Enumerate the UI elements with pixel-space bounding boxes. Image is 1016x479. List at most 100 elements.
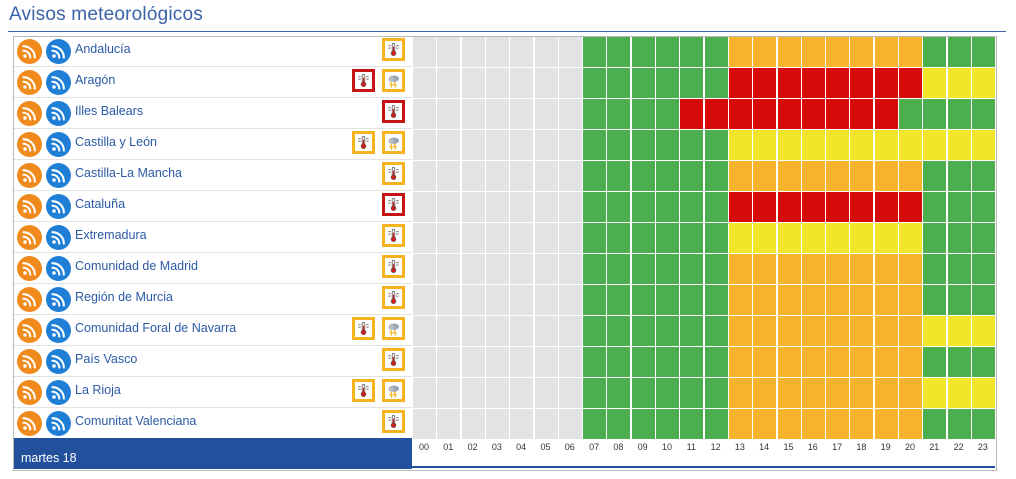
hour-cell <box>899 409 922 439</box>
temperature-warning-icon[interactable] <box>382 255 405 278</box>
rss-feed-icon[interactable] <box>17 163 42 188</box>
region-link[interactable]: Extremadura <box>75 228 147 242</box>
hour-cell <box>704 130 728 160</box>
region-link[interactable]: Comunidad Foral de Navarra <box>75 321 237 335</box>
temperature-warning-icon[interactable] <box>382 286 405 309</box>
axis-bottom-line <box>412 466 995 468</box>
hour-cell <box>656 347 679 377</box>
rss-feed-alt-icon[interactable] <box>46 411 71 436</box>
hour-cell <box>971 130 995 160</box>
rss-feed-alt-icon[interactable] <box>46 101 71 126</box>
hour-cell <box>728 130 752 160</box>
hour-cell <box>728 285 752 315</box>
region-link[interactable]: Comunidad de Madrid <box>75 259 198 273</box>
hour-cell <box>680 161 704 191</box>
temperature-warning-icon[interactable] <box>352 69 375 92</box>
hour-cell <box>947 254 971 284</box>
temperature-warning-icon[interactable] <box>382 193 405 216</box>
temperature-warning-icon[interactable] <box>382 162 405 185</box>
hour-cell <box>437 316 461 346</box>
hour-cell <box>437 254 461 284</box>
hour-cell <box>510 68 534 98</box>
hour-cell <box>510 192 534 222</box>
day-selector[interactable]: martes 18 <box>14 438 412 469</box>
hour-cell <box>971 254 995 284</box>
rss-feed-alt-icon[interactable] <box>46 163 71 188</box>
hour-cell <box>558 285 582 315</box>
rss-feed-alt-icon[interactable] <box>46 318 71 343</box>
storm-warning-icon[interactable] <box>382 131 405 154</box>
hour-cell <box>777 161 801 191</box>
hour-cell <box>947 130 971 160</box>
rss-feed-icon[interactable] <box>17 70 42 95</box>
rss-feed-alt-icon[interactable] <box>46 39 71 64</box>
hour-cell <box>534 409 558 439</box>
temperature-warning-icon[interactable] <box>382 100 405 123</box>
hour-cell <box>607 285 631 315</box>
storm-warning-icon[interactable] <box>382 317 405 340</box>
hour-label: 18 <box>856 442 867 452</box>
hour-cell <box>656 254 679 284</box>
temperature-warning-icon[interactable] <box>382 410 405 433</box>
rss-feed-alt-icon[interactable] <box>46 287 71 312</box>
region-link[interactable]: Comunitat Valenciana <box>75 414 197 428</box>
temperature-warning-icon[interactable] <box>382 38 405 61</box>
hour-cell <box>510 409 534 439</box>
region-link[interactable]: Cataluña <box>75 197 126 211</box>
rss-feed-alt-icon[interactable] <box>46 380 71 405</box>
hour-cell <box>874 378 898 408</box>
region-link[interactable]: La Rioja <box>75 383 121 397</box>
hour-cell <box>510 37 534 67</box>
rss-feed-icon[interactable] <box>17 349 42 374</box>
rss-feed-alt-icon[interactable] <box>46 225 71 250</box>
region-link[interactable]: Aragón <box>75 73 116 87</box>
hour-cell <box>680 130 704 160</box>
region-link[interactable]: Andalucía <box>75 42 131 56</box>
region-link[interactable]: País Vasco <box>75 352 138 366</box>
rss-feed-alt-icon[interactable] <box>46 194 71 219</box>
region-link[interactable]: Castilla-La Mancha <box>75 166 182 180</box>
temperature-warning-icon[interactable] <box>382 348 405 371</box>
region-link[interactable]: Castilla y León <box>75 135 157 149</box>
region-link[interactable]: Illes Balears <box>75 104 144 118</box>
rss-feed-alt-icon[interactable] <box>46 132 71 157</box>
rss-feed-icon[interactable] <box>17 287 42 312</box>
hour-cell <box>607 378 631 408</box>
rss-feed-icon[interactable] <box>17 225 42 250</box>
region-link[interactable]: Región de Murcia <box>75 290 173 304</box>
hour-cell <box>753 192 777 222</box>
hour-cell <box>874 37 898 67</box>
hour-cell <box>656 285 679 315</box>
hour-cell <box>461 37 485 67</box>
rss-feed-icon[interactable] <box>17 194 42 219</box>
hour-cell <box>558 68 582 98</box>
rss-feed-icon[interactable] <box>17 380 42 405</box>
hour-cell <box>753 99 777 129</box>
storm-warning-icon[interactable] <box>382 379 405 402</box>
hour-label: 12 <box>710 442 721 452</box>
rss-feed-icon[interactable] <box>17 411 42 436</box>
hour-cell <box>826 347 850 377</box>
rss-feed-icon[interactable] <box>17 318 42 343</box>
rss-feed-icon[interactable] <box>17 101 42 126</box>
hour-cell <box>558 130 582 160</box>
rss-feed-alt-icon[interactable] <box>46 349 71 374</box>
rss-feed-icon[interactable] <box>17 256 42 281</box>
title-divider <box>8 31 1006 32</box>
hour-cell <box>947 99 971 129</box>
rss-feed-icon[interactable] <box>17 39 42 64</box>
rss-feed-icon[interactable] <box>17 132 42 157</box>
hour-cell <box>801 37 825 67</box>
temperature-warning-icon[interactable] <box>352 317 375 340</box>
temperature-warning-icon[interactable] <box>382 224 405 247</box>
hour-cell <box>971 99 995 129</box>
temperature-warning-icon[interactable] <box>352 379 375 402</box>
storm-warning-icon[interactable] <box>382 69 405 92</box>
rss-feed-alt-icon[interactable] <box>46 70 71 95</box>
hour-label: 09 <box>637 442 648 452</box>
hour-cell <box>680 254 704 284</box>
hour-cell <box>826 99 850 129</box>
rss-feed-alt-icon[interactable] <box>46 256 71 281</box>
temperature-warning-icon[interactable] <box>352 131 375 154</box>
hour-label: 04 <box>516 442 527 452</box>
